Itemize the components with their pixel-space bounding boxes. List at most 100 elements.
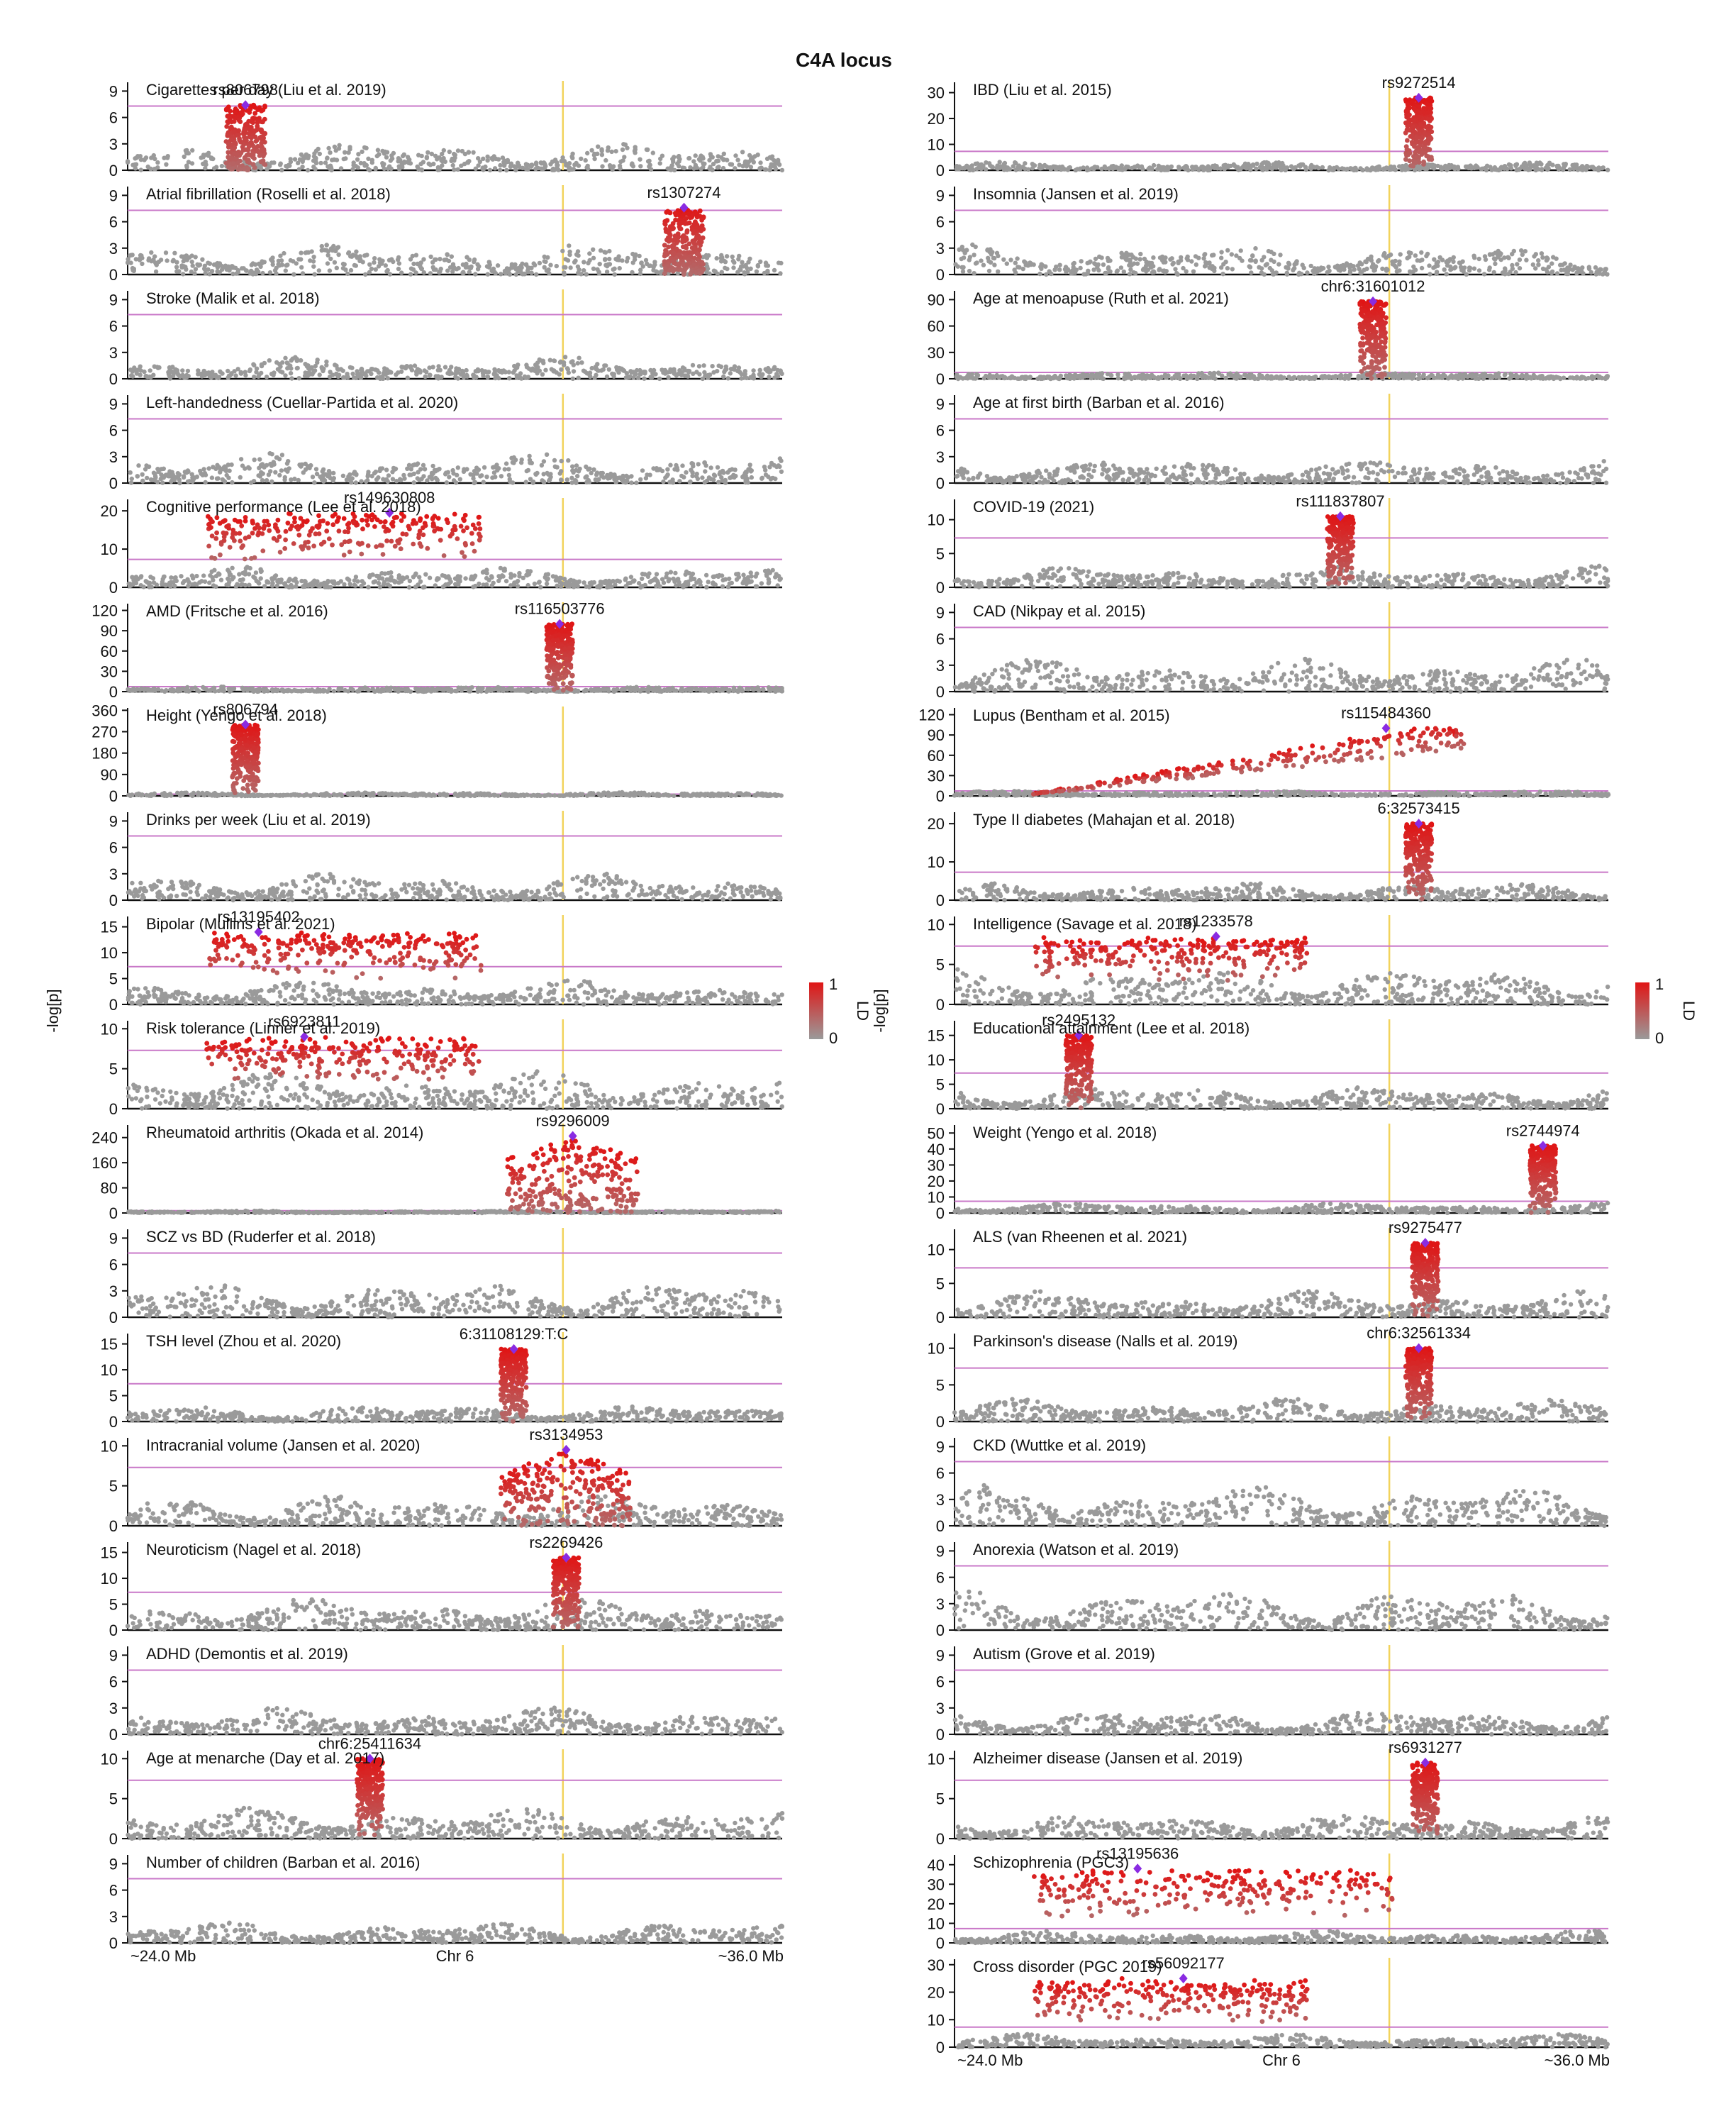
- ld-point: [472, 548, 477, 554]
- snp-point: [218, 467, 223, 472]
- snp-point: [577, 579, 582, 584]
- snp-point: [740, 792, 745, 797]
- snp-point: [146, 257, 151, 263]
- snp-point: [584, 464, 589, 470]
- snp-point: [128, 480, 134, 485]
- snp-point: [570, 155, 575, 160]
- snp-point: [269, 479, 274, 484]
- snp-point: [135, 474, 140, 479]
- ld-point: [304, 518, 310, 523]
- snp-point: [606, 367, 611, 372]
- snp-point: [584, 584, 589, 589]
- snp-point: [637, 688, 642, 693]
- ld-point: [232, 145, 238, 150]
- snp-point: [445, 268, 450, 273]
- snp-point: [169, 479, 174, 484]
- ld-point: [672, 237, 677, 242]
- snp-point: [177, 480, 182, 486]
- snp-point: [379, 261, 384, 266]
- snp-point: [345, 271, 350, 277]
- snp-point: [379, 571, 384, 576]
- ld-point: [292, 519, 297, 525]
- snp-point: [629, 480, 634, 485]
- snp-point: [383, 263, 388, 268]
- snp-point: [707, 157, 712, 163]
- snp-point: [257, 457, 262, 462]
- ld-point: [252, 526, 257, 531]
- snp-point: [276, 262, 281, 267]
- snp-point: [775, 583, 780, 588]
- snp-point: [261, 688, 266, 694]
- ld-point: [389, 538, 394, 544]
- snp-point: [390, 477, 396, 482]
- ld-point: [663, 265, 668, 271]
- snp-point: [759, 581, 764, 586]
- snp-point: [701, 792, 706, 797]
- snp-point: [570, 464, 575, 469]
- snp-point: [448, 580, 453, 584]
- y-tick-label: 6: [109, 422, 118, 440]
- snp-point: [484, 475, 489, 480]
- snp-point: [596, 791, 601, 797]
- ld-point: [227, 116, 233, 121]
- ld-point: [226, 142, 231, 147]
- ld-point: [257, 127, 263, 133]
- snp-point: [243, 370, 247, 375]
- snp-point: [668, 462, 673, 467]
- snp-point: [617, 266, 622, 271]
- snp-point: [538, 584, 543, 589]
- snp-point: [696, 462, 701, 467]
- snp-point: [460, 368, 465, 374]
- ld-point: [248, 140, 254, 145]
- snp-point: [428, 687, 433, 692]
- snp-point: [744, 687, 750, 692]
- snp-point: [700, 475, 705, 480]
- snp-point: [650, 150, 655, 155]
- snp-point: [148, 375, 153, 379]
- snp-point: [766, 568, 771, 573]
- snp-point: [745, 479, 750, 484]
- snp-point: [221, 265, 226, 270]
- snp-point: [386, 370, 391, 375]
- snp-point: [437, 167, 442, 172]
- snp-point: [657, 376, 662, 382]
- snp-point: [633, 145, 638, 150]
- snp-point: [542, 259, 547, 264]
- snp-point: [294, 584, 299, 589]
- snp-point: [181, 474, 187, 479]
- snp-point: [567, 249, 572, 255]
- ld-point: [240, 144, 245, 150]
- ld-point: [260, 548, 266, 553]
- ld-point: [209, 533, 215, 538]
- snp-point: [300, 165, 305, 170]
- snp-point: [186, 584, 191, 589]
- snp-point: [315, 579, 320, 584]
- snp-point: [413, 253, 419, 257]
- snp-point: [299, 265, 304, 270]
- snp-point: [396, 261, 402, 266]
- ld-point: [666, 238, 672, 244]
- snp-point: [465, 160, 470, 165]
- snp-point: [222, 480, 228, 484]
- ld-point: [680, 239, 685, 245]
- snp-point: [513, 167, 518, 172]
- snp-point: [201, 573, 206, 578]
- snp-point: [226, 792, 230, 797]
- ld-point: [230, 725, 235, 731]
- snp-point: [285, 366, 290, 371]
- snp-point: [552, 464, 557, 469]
- ld-point: [238, 150, 244, 156]
- ld-point: [670, 243, 676, 249]
- snp-point: [189, 161, 195, 166]
- snp-point: [661, 370, 666, 375]
- snp-point: [405, 466, 410, 471]
- snp-point: [544, 452, 550, 457]
- snp-point: [645, 147, 650, 153]
- snp-point: [200, 257, 205, 262]
- snp-point: [596, 144, 601, 149]
- y-tick-label: 0: [109, 266, 118, 284]
- snp-point: [639, 260, 644, 266]
- snp-points: [126, 621, 785, 694]
- snp-point: [421, 462, 426, 467]
